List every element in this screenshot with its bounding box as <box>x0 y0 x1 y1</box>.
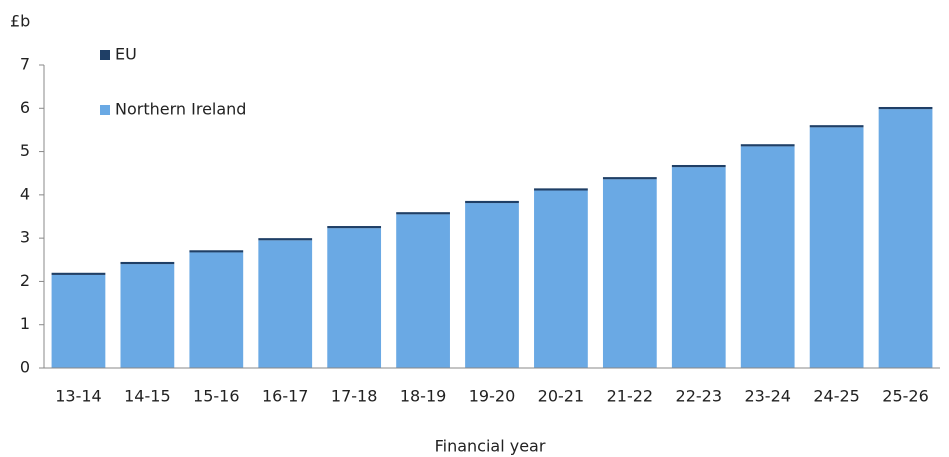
legend-label: Northern Ireland <box>115 100 246 119</box>
x-tick-label: 14-15 <box>124 387 171 406</box>
y-tick-label: 3 <box>20 228 30 247</box>
bar-segment <box>602 179 657 368</box>
x-tick-label: 23-24 <box>744 387 791 406</box>
y-tick-label: 5 <box>20 141 30 160</box>
bar-segment <box>878 106 933 110</box>
bar-segment <box>534 190 588 368</box>
x-tick-label: 17-18 <box>331 387 378 406</box>
x-tick-label: 24-25 <box>813 387 860 406</box>
bar-segment <box>602 177 657 180</box>
x-axis-label: Financial year <box>435 437 546 456</box>
bar-segment <box>465 203 519 368</box>
y-tick-label: 4 <box>20 184 30 203</box>
y-axis-label: £b <box>10 12 30 31</box>
legend-label: EU <box>115 45 137 64</box>
bar-segment <box>671 167 726 368</box>
x-tick-label: 16-17 <box>262 387 309 406</box>
x-tick-label: 20-21 <box>538 387 585 406</box>
bar-segment <box>671 164 726 168</box>
y-tick-label: 2 <box>20 271 30 290</box>
x-tick-label: 18-19 <box>400 387 447 406</box>
bar-segment <box>396 212 450 215</box>
bar-segment <box>740 144 795 147</box>
bar-segment <box>809 125 864 128</box>
x-tick-label: 21-22 <box>607 387 654 406</box>
bar-segment <box>740 146 795 368</box>
y-tick-label: 0 <box>20 358 30 377</box>
bar-segment <box>258 240 313 368</box>
x-tick-label: 22-23 <box>676 387 723 406</box>
x-tick-label: 19-20 <box>469 387 516 406</box>
y-tick-label: 7 <box>20 55 30 74</box>
y-tick-label: 1 <box>20 314 30 333</box>
bar-segment <box>327 226 382 229</box>
bar-segment <box>878 109 933 368</box>
legend-swatch <box>100 50 110 60</box>
x-tick-label: 25-26 <box>882 387 929 406</box>
bar-segment <box>189 250 244 253</box>
legend-swatch <box>100 105 110 115</box>
bar-segment <box>120 261 175 265</box>
bar-segment <box>189 252 244 368</box>
x-tick-label: 13-14 <box>55 387 102 406</box>
y-tick-label: 6 <box>20 98 30 117</box>
bar-segment <box>120 264 175 368</box>
bar-segment <box>534 188 588 191</box>
x-tick-label: 15-16 <box>193 387 240 406</box>
bar-segment <box>258 238 313 241</box>
bar-segment <box>465 200 519 204</box>
bar-segment <box>327 228 382 368</box>
bar-segment <box>51 272 106 275</box>
bar-segment <box>396 214 450 368</box>
bar-segment <box>51 274 106 368</box>
bar-segment <box>809 127 864 369</box>
